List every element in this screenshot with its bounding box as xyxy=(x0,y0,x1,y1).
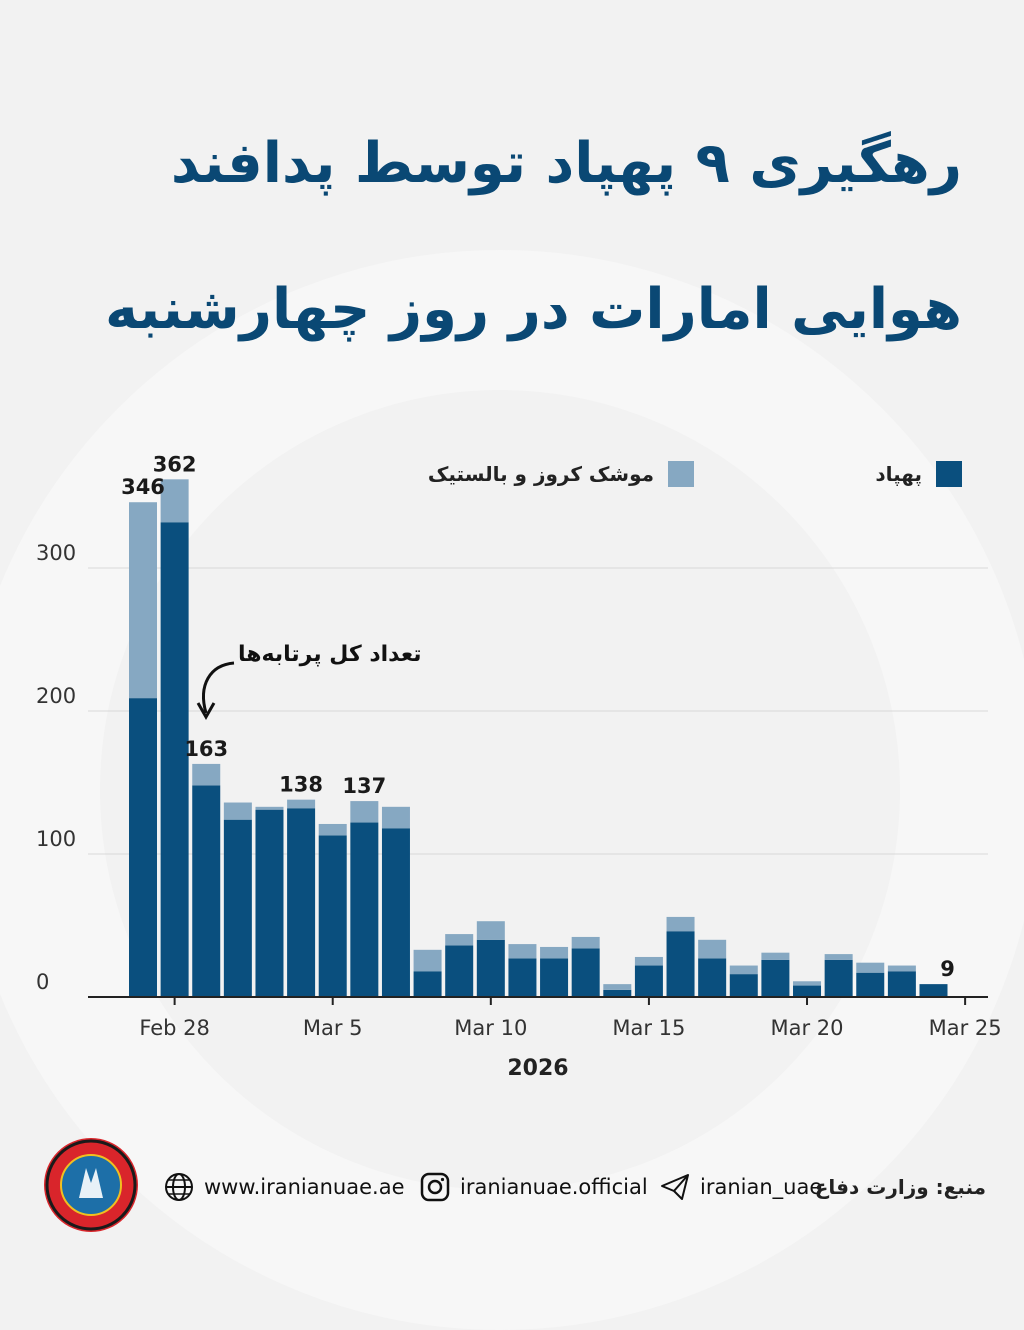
bar-missile xyxy=(160,479,189,523)
bar-missile xyxy=(192,763,221,786)
bar-missile xyxy=(571,936,600,949)
bar-missile xyxy=(287,799,316,809)
title-line-1: رهگیری ۹ پهپاد توسط پدافند xyxy=(170,131,962,196)
footer-instagram[interactable]: iranianuae.official xyxy=(420,1170,648,1204)
x-tick-label: Mar 10 xyxy=(454,1016,527,1040)
bar-missile xyxy=(824,954,853,960)
legend-swatch-drone xyxy=(936,461,962,487)
bar-missile xyxy=(381,806,410,829)
legend-label-missile: موشک کروز و بالستیک xyxy=(427,462,654,486)
bar-drone xyxy=(919,984,948,997)
bar-drone xyxy=(223,819,252,997)
bar-missile xyxy=(540,946,569,959)
bar-drone xyxy=(129,698,157,997)
bar-drone xyxy=(729,974,758,997)
bar-drone xyxy=(698,958,727,997)
bar-missile xyxy=(887,965,916,972)
bar-missile xyxy=(698,939,727,959)
annotation-arrow-icon xyxy=(196,661,235,721)
bar-missile xyxy=(729,965,758,975)
legend-label-drone: پهپاد xyxy=(875,462,922,486)
bar-drone xyxy=(508,958,537,997)
bar-missile xyxy=(793,981,822,986)
x-tick-label: Mar 25 xyxy=(929,1016,1002,1040)
data-label: 137 xyxy=(342,774,386,798)
data-label: 362 xyxy=(153,452,197,476)
instagram-icon xyxy=(420,1172,450,1202)
bar-missile xyxy=(634,956,663,966)
x-axis-title: 2026 xyxy=(507,1056,568,1081)
brand-logo xyxy=(44,1138,138,1232)
bar-missile xyxy=(508,944,537,959)
bar-drone xyxy=(287,808,316,997)
legend-swatch-missile xyxy=(668,461,694,487)
data-label: 138 xyxy=(279,773,323,797)
legend-item-missile: موشک کروز و بالستیک xyxy=(428,458,694,490)
bar-drone xyxy=(318,835,347,997)
footer-telegram[interactable]: iranian_uae xyxy=(660,1170,822,1204)
data-label: 163 xyxy=(184,737,228,761)
bar-missile xyxy=(761,952,790,960)
bar-drone xyxy=(445,945,474,997)
data-label: 9 xyxy=(940,957,955,981)
chart-title: رهگیری ۹ پهپاد توسط پدافند هوایی امارات … xyxy=(62,105,962,385)
bar-drone xyxy=(571,948,600,997)
bar-drone xyxy=(160,522,189,997)
bar-missile xyxy=(413,949,442,972)
logo-ring-icon xyxy=(45,1139,137,1231)
bar-drone xyxy=(824,959,853,997)
bar-missile xyxy=(318,823,347,836)
bar-drone xyxy=(255,809,284,997)
y-tick-label: 200 xyxy=(36,684,76,708)
bar-missile xyxy=(255,806,284,810)
bar-drone xyxy=(540,958,569,997)
x-tick-label: Feb 28 xyxy=(139,1016,210,1040)
website-text: www.iranianuae.ae xyxy=(204,1175,405,1199)
bar-missile xyxy=(350,801,379,823)
footer-website[interactable]: www.iranianuae.ae xyxy=(164,1170,405,1204)
bar-chart: 0 100 200 300 Feb 28 Mar 5 Mar 10 Mar 15 Mar 20 M… xyxy=(36,452,1002,1081)
bar-drone xyxy=(476,939,505,997)
bar-drone xyxy=(793,985,822,997)
bar-missile xyxy=(445,934,474,946)
data-label: 346 xyxy=(121,475,165,499)
title-line-2: هوایی امارات در روز چهارشنبه xyxy=(104,277,962,342)
instagram-text: iranianuae.official xyxy=(460,1175,648,1199)
telegram-icon xyxy=(661,1174,689,1200)
source-note: منبع: وزارت دفاع xyxy=(814,1175,986,1199)
bar-drone xyxy=(192,785,221,997)
y-tick-label: 100 xyxy=(36,827,76,851)
bar-drone xyxy=(887,971,916,997)
bar-missile xyxy=(666,916,695,932)
bar-drone xyxy=(666,931,695,997)
x-tick-label: Mar 20 xyxy=(771,1016,844,1040)
x-tick-label: Mar 15 xyxy=(612,1016,685,1040)
bar-missile xyxy=(603,984,632,990)
bar-missile xyxy=(476,921,505,940)
bar-drone xyxy=(381,828,410,997)
bar-missile xyxy=(856,962,885,973)
bar-drone xyxy=(413,971,442,997)
globe-icon xyxy=(165,1173,193,1201)
telegram-text: iranian_uae xyxy=(700,1175,823,1199)
bar-drone xyxy=(634,965,663,997)
y-tick-label: 300 xyxy=(36,541,76,565)
x-tick-label: Mar 5 xyxy=(303,1016,363,1040)
y-tick-label: 0 xyxy=(36,970,49,994)
bar-drone xyxy=(761,959,790,997)
bar-drone xyxy=(350,822,379,997)
bar-drone xyxy=(856,972,885,997)
chart-annotation: تعداد کل پرتابه‌ها xyxy=(238,642,422,667)
bar-drone xyxy=(603,989,632,997)
legend-item-drone: پهپاد xyxy=(875,458,962,490)
bar-missile xyxy=(129,502,157,699)
bar-missile xyxy=(223,802,252,820)
